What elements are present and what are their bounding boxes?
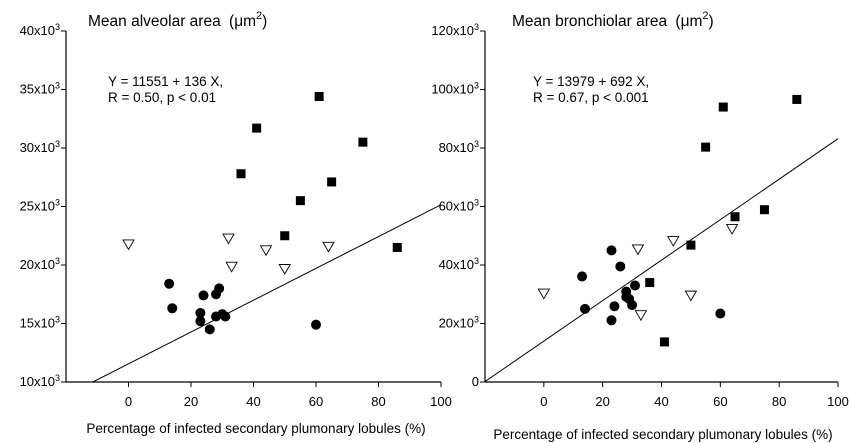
alveolar-x-axis-label: Percentage of infected secondary plumona… [86, 421, 425, 436]
alveolar-title: Mean alveolar area (μm2) [88, 10, 267, 30]
alveolar-square-point [236, 169, 246, 179]
bronchiolar-circle-point [606, 245, 617, 256]
alveolar-circle-point [198, 290, 209, 301]
bronchiolar-y-tick-label: 40x103 [439, 256, 479, 272]
bronchiolar-area-panel: Mean bronchiolar area (μm2) Y = 13979 + … [431, 10, 849, 442]
bronchiolar-triangle-point [537, 288, 551, 300]
bronchiolar-x-axis-label: Percentage of infected secondary plumona… [493, 427, 832, 442]
bronchiolar-x-tick-label: 60 [713, 394, 727, 409]
bronchiolar-circle-point [577, 271, 588, 282]
bronchiolar-title-unit: μm [681, 13, 703, 30]
bronchiolar-regression-line [484, 138, 839, 383]
bronchiolar-triangle-point [634, 310, 648, 322]
bronchiolar-square-point [718, 102, 728, 112]
bronchiolar-x-tick-label: 100 [827, 394, 849, 409]
alveolar-circle-point [167, 303, 178, 314]
alveolar-triangle-point [222, 233, 235, 245]
alveolar-area-panel: Mean alveolar area (μm2) Y = 11551 + 136… [20, 10, 452, 436]
alveolar-y-tick-label: 35x103 [20, 81, 60, 97]
bronchiolar-y-tick-label: 120x103 [431, 22, 479, 38]
bronchiolar-title-unit-sup: 2 [702, 10, 708, 22]
alveolar-triangle-point [225, 261, 238, 273]
alveolar-circle-point [220, 311, 231, 322]
alveolar-circle-point [204, 324, 215, 335]
bronchiolar-title: Mean bronchiolar area (μm2) [512, 10, 714, 30]
alveolar-x-tick-label: 20 [184, 394, 198, 409]
alveolar-triangle-point [259, 245, 273, 257]
alveolar-x-tick-label: 0 [125, 394, 132, 409]
bronchiolar-triangle-point [666, 235, 680, 247]
bronchiolar-circle-point [606, 315, 617, 326]
bronchiolar-circle-point [630, 280, 641, 291]
alveolar-regression-line [92, 204, 442, 383]
alveolar-square-point [314, 92, 324, 102]
bronchiolar-x-tick-label: 20 [595, 394, 609, 409]
bronchiolar-square-point [792, 94, 802, 104]
bronchiolar-circle-point [609, 301, 620, 312]
bronchiolar-equation-line-2: R = 0.67, p < 0.001 [533, 90, 649, 105]
bronchiolar-circle-point [580, 303, 591, 314]
alveolar-circle-point [214, 283, 225, 294]
alveolar-triangle-point [122, 239, 135, 251]
alveolar-square-point [295, 196, 305, 206]
bronchiolar-y-tick-label: 20x103 [439, 315, 479, 331]
bronchiolar-square-point [659, 337, 669, 347]
alveolar-y-tick-label: 15x103 [20, 315, 60, 331]
alveolar-equation-line-2: R = 0.50, p < 0.01 [108, 90, 216, 105]
alveolar-x-tick-label: 100 [430, 394, 452, 409]
bronchiolar-triangle-point [631, 244, 645, 256]
alveolar-y-tick-label: 30x103 [20, 139, 60, 155]
alveolar-circle-point [311, 319, 321, 330]
bronchiolar-square-point [730, 212, 740, 222]
bronchiolar-square-point [759, 205, 769, 215]
alveolar-y-tick-label: 25x103 [20, 198, 60, 214]
bronchiolar-y-tick-label: 100x103 [431, 81, 479, 97]
alveolar-circle-point [195, 316, 206, 327]
bronchiolar-y-tick-label: 80x103 [439, 139, 479, 155]
bronchiolar-y-tick-label: 60x103 [439, 198, 479, 214]
bronchiolar-y-tick-label: 0 [472, 374, 479, 389]
bronchiolar-circle-point [715, 308, 726, 319]
alveolar-square-point [280, 231, 290, 241]
alveolar-title-text: Mean alveolar area [88, 13, 221, 30]
alveolar-y-tick-label: 20x103 [20, 256, 60, 272]
bronchiolar-square-point [701, 142, 711, 152]
alveolar-title-unit-sup: 2 [256, 10, 262, 22]
alveolar-square-point [252, 123, 262, 133]
alveolar-x-tick-label: 80 [371, 394, 385, 409]
alveolar-square-point [327, 177, 337, 187]
bronchiolar-triangle-point [725, 223, 739, 235]
alveolar-triangle-point [278, 264, 292, 275]
alveolar-title-unit: μm [234, 13, 256, 30]
alveolar-triangle-point [322, 241, 335, 253]
bronchiolar-circle-point [615, 261, 626, 272]
alveolar-x-tick-label: 40 [246, 394, 260, 409]
alveolar-square-point [358, 137, 368, 147]
bronchiolar-triangle-point [684, 290, 698, 302]
alveolar-square-point [392, 242, 402, 252]
bronchiolar-circle-point [627, 300, 638, 311]
bronchiolar-square-point [645, 278, 655, 288]
bronchiolar-x-tick-label: 80 [772, 394, 786, 409]
alveolar-y-tick-label: 10x103 [20, 373, 60, 389]
bronchiolar-square-point [686, 240, 696, 250]
bronchiolar-x-tick-label: 40 [654, 394, 668, 409]
bronchiolar-x-tick-label: 0 [540, 394, 547, 409]
alveolar-circle-point [164, 278, 175, 289]
alveolar-x-tick-label: 60 [309, 394, 323, 409]
alveolar-equation-line-1: Y = 11551 + 136 X, [108, 74, 223, 89]
bronchiolar-equation-line-1: Y = 13979 + 692 X, [533, 74, 649, 89]
alveolar-circle-point [195, 307, 206, 318]
alveolar-y-tick-label: 40x103 [20, 22, 60, 38]
bronchiolar-title-text: Mean bronchiolar area [512, 13, 667, 30]
